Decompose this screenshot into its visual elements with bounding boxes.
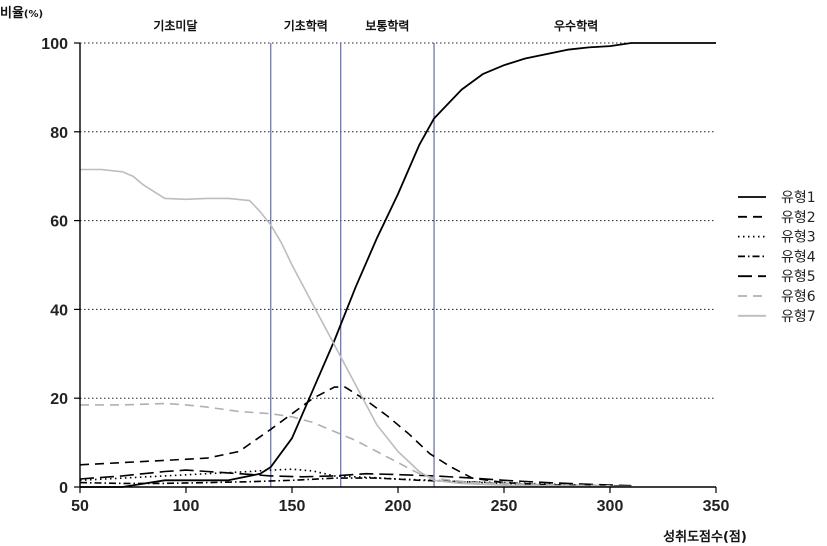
series-line-6	[80, 402, 611, 487]
x-tick-label-150: 150	[279, 498, 306, 515]
x-tick-label-200: 200	[385, 498, 412, 515]
x-tick-label-100: 100	[173, 498, 200, 515]
y-axis-label: 비율(%)	[0, 5, 43, 21]
y-tick-label-80: 80	[50, 125, 68, 142]
y-tick-label-0: 0	[59, 480, 68, 497]
legend-label-4: 유형4	[781, 249, 816, 265]
y-axis-label-text: 비율	[0, 5, 24, 21]
region-label-2: 기초학력	[284, 18, 328, 33]
series-line-3	[79, 468, 632, 487]
legend-label-2: 유형2	[781, 210, 816, 226]
x-tick-label-50: 50	[71, 498, 89, 515]
series-line-1	[80, 42, 716, 488]
x-axis-label: 성취도점수(점)	[663, 529, 747, 545]
x-tick-label-250: 250	[491, 498, 518, 515]
region-label-3: 보통학력	[365, 18, 409, 33]
legend-label-1: 유형1	[781, 190, 816, 206]
x-tick-label-300: 300	[597, 498, 624, 515]
series-lines	[79, 42, 716, 488]
legend-label-5: 유형5	[781, 269, 816, 285]
grid-lines	[80, 42, 716, 399]
series-line-2	[79, 386, 632, 487]
y-tick-label-60: 60	[50, 214, 68, 231]
tick-labels: 0 20 40 60 80 100 50 100 150 200 250 300 350	[41, 36, 729, 515]
region-label-4: 우수학력	[554, 18, 598, 33]
y-tick-label-40: 40	[50, 302, 68, 319]
legend-label-7: 유형7	[781, 309, 816, 325]
axes	[74, 42, 717, 493]
y-tick-label-100: 100	[41, 36, 68, 53]
region-label-1: 기초미달	[153, 18, 197, 33]
legend: 유형1 유형2 유형3 유형4 유형5 유형6 유형7	[738, 190, 816, 325]
legend-label-6: 유형6	[781, 289, 816, 305]
x-tick-label-350: 350	[703, 498, 730, 515]
y-tick-label-20: 20	[50, 391, 68, 408]
legend-label-3: 유형3	[781, 230, 816, 246]
y-axis-unit: (%)	[24, 9, 43, 20]
cutoff-lines	[270, 43, 435, 487]
series-line-7	[80, 168, 632, 488]
region-labels: 기초미달 기초학력 보통학력 우수학력	[153, 18, 598, 33]
